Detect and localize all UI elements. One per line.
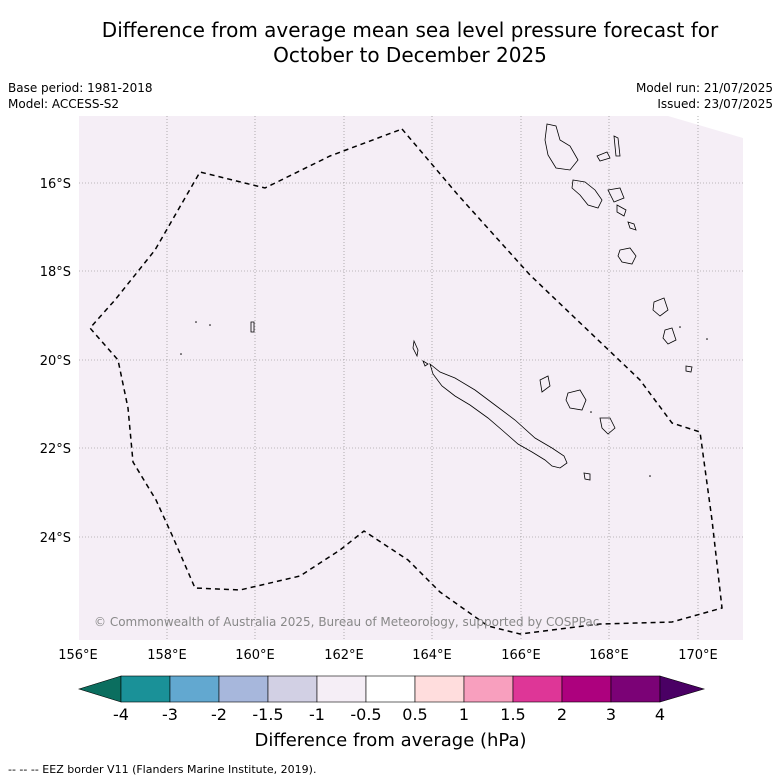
lat-tick-label: 18°S xyxy=(40,265,71,280)
lon-tick-label: 158°E xyxy=(147,648,187,663)
latitude-labels: 16°S 18°S 20°S 22°S 24°S xyxy=(40,177,71,546)
lon-tick-label: 162°E xyxy=(324,648,364,663)
islet xyxy=(649,475,651,477)
colorbar-swatch xyxy=(365,675,416,703)
map-title: Difference from average mean sea level p… xyxy=(40,18,780,68)
colorbar xyxy=(77,675,706,703)
isle-of-pines xyxy=(583,472,591,481)
vanuatu-island xyxy=(627,221,637,231)
colorbar-tick-label: -2 xyxy=(211,705,227,724)
colorbar-swatch xyxy=(120,675,171,703)
colorbar-tick-label: -3 xyxy=(162,705,178,724)
colorbar-swatch xyxy=(610,675,661,703)
islet xyxy=(590,411,592,413)
colorbar-swatch xyxy=(414,675,465,703)
vanuatu-island xyxy=(596,151,611,162)
colorbar-tick-label: 3 xyxy=(606,705,616,724)
colorbar-tick-label: 2 xyxy=(557,705,567,724)
islet xyxy=(209,324,211,326)
longitude-labels: 156°E 158°E 160°E 162°E 164°E 166°E 168°… xyxy=(58,648,718,663)
loyalty-island xyxy=(539,375,551,393)
issued-text: Issued: 23/07/2025 xyxy=(657,97,773,111)
colorbar-swatch xyxy=(218,675,269,703)
new-caledonia-island xyxy=(429,362,568,469)
lon-tick-label: 166°E xyxy=(501,648,541,663)
metadata-left: Base period: 1981-2018 Model: ACCESS-S2 xyxy=(8,80,153,112)
lat-tick-label: 24°S xyxy=(40,531,71,546)
base-period-text: Base period: 1981-2018 xyxy=(8,81,153,95)
colorbar-tick-label: -0.5 xyxy=(350,705,381,724)
island xyxy=(652,297,669,317)
lat-tick-label: 22°S xyxy=(40,442,71,457)
eez-border xyxy=(88,128,723,635)
lat-tick-label: 20°S xyxy=(40,354,71,369)
lon-tick-label: 170°E xyxy=(678,648,718,663)
vanuatu-island xyxy=(544,123,579,171)
graticule xyxy=(79,116,743,640)
island xyxy=(685,365,693,373)
island xyxy=(250,321,255,333)
eez-legend-note: -- -- -- EEZ border V11 (Flanders Marine… xyxy=(8,763,317,776)
colorbar-tick-label: -1.5 xyxy=(252,705,283,724)
colorbar-over-arrow xyxy=(659,675,706,703)
loyalty-island xyxy=(565,389,587,411)
loyalty-island xyxy=(599,417,616,435)
islet xyxy=(679,326,681,328)
colorbar-swatch xyxy=(561,675,612,703)
lon-tick-label: 164°E xyxy=(412,648,452,663)
islet xyxy=(195,321,197,323)
lon-tick-label: 160°E xyxy=(235,648,275,663)
vanuatu-island xyxy=(613,135,621,157)
colorbar-swatch xyxy=(169,675,220,703)
colorbar-tick-label: -4 xyxy=(113,705,129,724)
coastlines xyxy=(250,123,693,481)
islet xyxy=(180,353,182,355)
island xyxy=(412,339,419,358)
colorbar-swatch xyxy=(463,675,514,703)
small-islets xyxy=(180,321,708,477)
colorbar-under-arrow xyxy=(77,675,122,703)
lon-tick-label: 156°E xyxy=(58,648,98,663)
vanuatu-island xyxy=(571,179,603,209)
lon-tick-label: 168°E xyxy=(589,648,629,663)
title-line-2: October to December 2025 xyxy=(273,43,547,67)
colorbar-tick-labels: -4 -3 -2 -1.5 -1 -0.5 0.5 1 1.5 2 3 4 xyxy=(113,705,665,724)
colorbar-tick-label: 1 xyxy=(459,705,469,724)
colorbar-tick-label: 4 xyxy=(655,705,665,724)
colorbar-tick-label: -1 xyxy=(309,705,325,724)
model-run-text: Model run: 21/07/2025 xyxy=(635,81,773,95)
island xyxy=(422,360,429,367)
colorbar-tick-label: 1.5 xyxy=(500,705,525,724)
field-corner-blank xyxy=(668,116,743,138)
title-line-1: Difference from average mean sea level p… xyxy=(101,18,719,42)
pressure-anomaly-field xyxy=(79,116,743,640)
model-text: Model: ACCESS-S2 xyxy=(8,97,120,111)
islet xyxy=(706,338,708,340)
vanuatu-island xyxy=(616,204,627,217)
island xyxy=(662,327,677,345)
lat-tick-label: 16°S xyxy=(40,177,71,192)
colorbar-title: Difference from average (hPa) xyxy=(254,730,527,751)
colorbar-tick-label: 0.5 xyxy=(402,705,427,724)
copyright-text: © Commonwealth of Australia 2025, Bureau… xyxy=(94,615,599,629)
colorbar-swatch xyxy=(512,675,563,703)
colorbar-swatch xyxy=(267,675,318,703)
colorbar-swatch xyxy=(316,675,367,703)
metadata-right: Model run: 21/07/2025 Issued: 23/07/2025 xyxy=(636,80,773,112)
vanuatu-island xyxy=(617,247,637,265)
vanuatu-island xyxy=(607,187,625,203)
